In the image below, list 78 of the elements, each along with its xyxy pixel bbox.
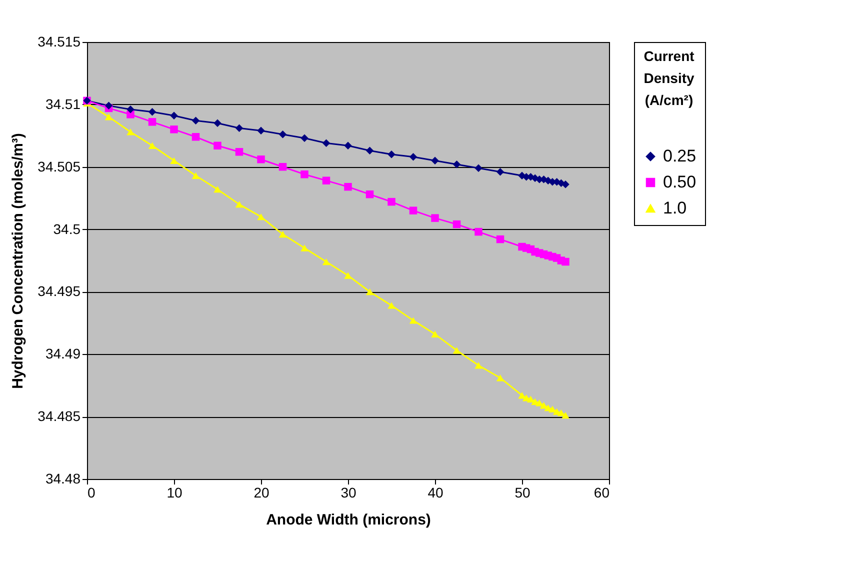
point (170, 157, 178, 164)
point (474, 362, 482, 369)
x-tick-label: 50 (514, 484, 530, 500)
y-tick-label: 34.5 (53, 220, 81, 237)
point (257, 155, 265, 164)
point (322, 139, 330, 148)
point (388, 150, 396, 158)
point (278, 230, 287, 238)
x-tick-label: 40 (428, 484, 444, 500)
point (104, 102, 113, 110)
legend-label: 0.50 (663, 172, 696, 192)
y-tick-label: 34.485 (38, 408, 81, 424)
point (300, 134, 308, 142)
point (192, 172, 200, 179)
point (257, 126, 265, 135)
point (496, 168, 504, 176)
point (431, 156, 439, 164)
point (344, 182, 352, 191)
point (192, 116, 200, 125)
y-tick-label: 34.505 (38, 158, 81, 174)
point (344, 142, 352, 150)
point (452, 220, 461, 228)
point (104, 114, 113, 120)
legend-label: 1.0 (663, 198, 687, 218)
point (214, 142, 222, 150)
point (518, 172, 526, 180)
x-tick-label: 20 (254, 484, 270, 500)
x-tick-label: 0 (88, 484, 96, 500)
legend-label: 0.25 (663, 146, 696, 166)
point (431, 330, 439, 338)
point (452, 160, 461, 168)
point (409, 152, 418, 161)
y-tick-label: 34.48 (45, 470, 81, 486)
point (388, 198, 396, 206)
point (257, 213, 265, 220)
y-tick-label: 34.515 (38, 34, 81, 50)
point (366, 146, 374, 154)
point (214, 186, 222, 193)
x-tick-label: 10 (166, 484, 182, 500)
point (452, 347, 461, 354)
point (518, 242, 526, 251)
x-tick-label: 60 (594, 484, 610, 500)
point (366, 288, 374, 296)
point (235, 148, 244, 156)
y-tick-label: 34.51 (45, 96, 81, 112)
point (344, 272, 352, 279)
point (235, 124, 244, 132)
y-axis-title: Hydrogen Concentration (moles/m³) (10, 133, 27, 389)
point (235, 200, 244, 208)
point (322, 258, 330, 266)
point (496, 235, 504, 244)
x-tick-label: 30 (340, 484, 356, 500)
point (366, 190, 374, 198)
point (126, 106, 134, 114)
point (409, 317, 418, 324)
point (126, 128, 134, 136)
point (300, 244, 308, 252)
y-tick-label: 34.49 (45, 346, 81, 362)
y-tick-label: 34.495 (38, 283, 81, 300)
point (148, 118, 156, 126)
point (322, 176, 330, 184)
point (170, 126, 178, 134)
point (214, 119, 222, 128)
point (474, 228, 482, 236)
point (496, 374, 504, 382)
point (192, 133, 200, 141)
point (148, 108, 156, 116)
point (431, 214, 439, 222)
x-axis-title: Anode Width (microns) (266, 512, 431, 528)
point (278, 162, 287, 171)
point (300, 170, 308, 178)
point (148, 142, 156, 149)
point (474, 164, 482, 172)
point (278, 130, 287, 138)
legend-title: Current Density (A/cm²) (644, 48, 695, 108)
point (409, 206, 418, 214)
point (388, 302, 396, 309)
point (170, 112, 178, 120)
